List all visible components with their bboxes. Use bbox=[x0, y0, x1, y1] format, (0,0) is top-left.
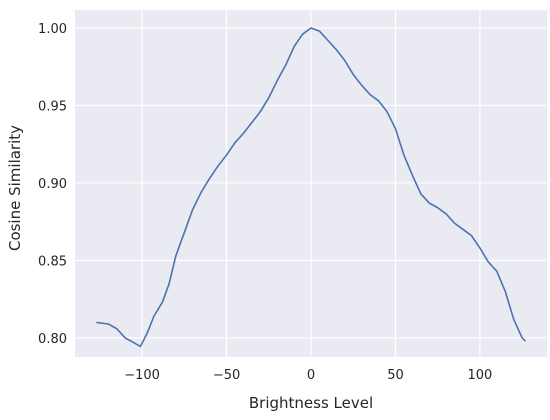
x-axis-label: Brightness Level bbox=[249, 394, 373, 412]
x-tick-label: 50 bbox=[387, 368, 404, 383]
x-tick-label: −50 bbox=[213, 368, 240, 383]
x-tick-label: −100 bbox=[124, 368, 160, 383]
data-line bbox=[96, 27, 527, 348]
y-tick-label: 0.90 bbox=[38, 177, 67, 192]
x-tick-label: 0 bbox=[307, 368, 315, 383]
y-tick-label: 0.85 bbox=[38, 254, 67, 269]
y-tick-label: 1.00 bbox=[38, 22, 67, 37]
x-tick-label: 100 bbox=[468, 368, 493, 383]
y-tick-label: 0.80 bbox=[38, 332, 67, 347]
y-tick-label: 0.95 bbox=[38, 99, 67, 114]
y-axis-label: Cosine Similarity bbox=[6, 125, 24, 251]
